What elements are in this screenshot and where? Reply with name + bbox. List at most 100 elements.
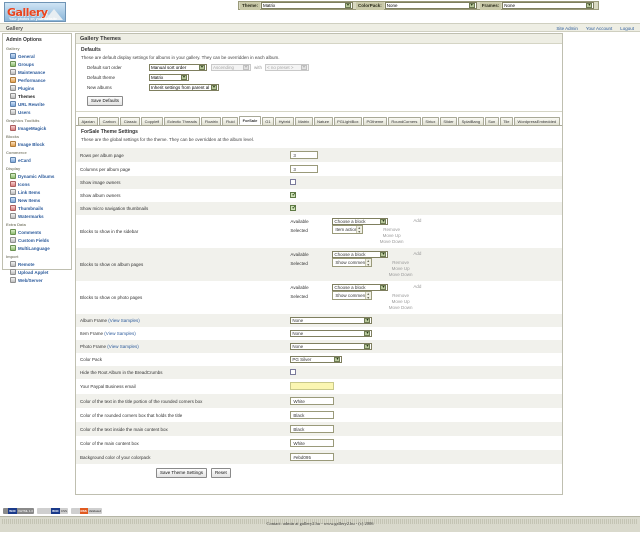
scrollbar[interactable]: ▲ ▼ bbox=[364, 292, 371, 300]
xhtml-validator-badge[interactable]: W3C XHTML 1.0 bbox=[3, 508, 34, 514]
sidebar-item-plugins[interactable]: Plugins bbox=[6, 84, 68, 92]
breadcrumb[interactable]: Gallery bbox=[6, 25, 23, 32]
tab-tile[interactable]: Tile bbox=[499, 116, 514, 125]
reset-button[interactable]: Reset bbox=[210, 468, 231, 478]
item-frame-select[interactable]: None ▼ bbox=[290, 330, 373, 337]
album-blocks-add[interactable]: Add bbox=[413, 251, 422, 256]
site-admin-link[interactable]: Site Admin bbox=[556, 25, 578, 31]
paypal-email-input[interactable] bbox=[290, 382, 335, 390]
content-box-color-input[interactable]: White bbox=[290, 439, 335, 447]
sidebar-item-web-server[interactable]: Web/Server bbox=[6, 276, 68, 284]
sidebar-item-comments[interactable]: Comments bbox=[6, 228, 68, 236]
sidebar-item-custom-fields[interactable]: Custom Fields bbox=[6, 236, 68, 244]
sidebar-item-thumbnails[interactable]: Thumbnails bbox=[6, 204, 68, 212]
theme-select[interactable]: Matrix ▼ bbox=[261, 2, 354, 9]
item-frame-samples-link[interactable]: (View Samples) bbox=[104, 331, 136, 336]
sort-direction-select[interactable]: Ascending ▼ bbox=[211, 64, 251, 71]
background-color-input[interactable]: #ebd095 bbox=[290, 453, 335, 461]
tab-fluid[interactable]: Fluid bbox=[222, 116, 239, 125]
tab-nature[interactable]: Nature bbox=[313, 116, 333, 125]
show-micro-nav-checkbox[interactable] bbox=[290, 205, 297, 212]
photo-frame-select[interactable]: None ▼ bbox=[290, 343, 373, 350]
sidebar-item-ecard[interactable]: eCard bbox=[6, 156, 68, 164]
new-albums-select[interactable]: Inherit settings from parent album ▼ bbox=[149, 84, 219, 91]
show-album-owners-checkbox[interactable] bbox=[290, 192, 297, 199]
tab-eclectic-threads[interactable]: Eclectic Threads bbox=[163, 116, 201, 125]
content-text-color-input[interactable]: Black bbox=[290, 425, 335, 433]
colorpack-select[interactable]: None ▼ bbox=[384, 2, 477, 9]
tab-carbon[interactable]: Carbon bbox=[99, 116, 120, 125]
sidebar-item-watermarks[interactable]: Watermarks bbox=[6, 212, 68, 220]
sidebar-item-general[interactable]: General bbox=[6, 52, 68, 60]
album-frame-samples-link[interactable]: (View Samples) bbox=[108, 318, 140, 323]
album-blocks-available-select[interactable]: Choose a block ▼ bbox=[332, 251, 389, 258]
sidebar-item-performance[interactable]: Performance bbox=[6, 76, 68, 84]
photo-blocks-moveup[interactable]: Move Up bbox=[391, 299, 410, 304]
tab-matrix[interactable]: Matrix bbox=[294, 116, 313, 125]
photo-blocks-add[interactable]: Add bbox=[413, 284, 422, 289]
sidebar-item-link-items[interactable]: Link Items bbox=[6, 188, 68, 196]
frames-select[interactable]: None ▼ bbox=[502, 2, 595, 9]
rss-validator-badge[interactable]: RSS Validated bbox=[71, 508, 102, 514]
sidebar-blocks-remove[interactable]: Remove bbox=[383, 227, 401, 232]
tab-forsale[interactable]: ForSale bbox=[239, 115, 261, 125]
cols-per-page-input[interactable]: 3 bbox=[290, 165, 319, 173]
album-blocks-remove[interactable]: Remove bbox=[392, 260, 410, 265]
list-item[interactable]: Item actions bbox=[335, 227, 360, 232]
default-sort-order-select[interactable]: Manual sort order ▼ bbox=[149, 64, 207, 71]
sidebar-item-icons[interactable]: Icons bbox=[6, 180, 68, 188]
sidebar-item-groups[interactable]: Groups bbox=[6, 60, 68, 68]
sidebar-item-image-block[interactable]: Image Block bbox=[6, 140, 68, 148]
hide-root-album-checkbox[interactable] bbox=[290, 369, 297, 375]
album-blocks-selected-list[interactable]: Show comments ▲ ▼ bbox=[332, 258, 372, 267]
sidebar-blocks-selected-list[interactable]: Item actions ▲ ▼ bbox=[332, 225, 363, 234]
album-blocks-moveup[interactable]: Move Up bbox=[391, 266, 410, 271]
save-theme-settings-button[interactable]: Save Theme Settings bbox=[156, 468, 207, 478]
tab-floatrix[interactable]: Floatrix bbox=[201, 116, 222, 125]
your-account-link[interactable]: Your Account bbox=[585, 25, 613, 31]
logout-link[interactable]: Logout bbox=[620, 25, 634, 31]
sidebar-blocks-add[interactable]: Add bbox=[413, 218, 422, 223]
gallery-logo[interactable]: Gallery Your photos on your website bbox=[4, 2, 66, 22]
photo-blocks-remove[interactable]: Remove bbox=[392, 293, 410, 298]
sidebar-blocks-moveup[interactable]: Move Up bbox=[382, 233, 401, 238]
tab-g1[interactable]: G1 bbox=[261, 116, 275, 125]
tab-splatbang[interactable]: SplatBang bbox=[458, 116, 484, 125]
tab-classic[interactable]: Classic bbox=[120, 116, 141, 125]
save-defaults-button[interactable]: Save Defaults bbox=[87, 96, 124, 106]
sidebar-item-users[interactable]: Users bbox=[6, 108, 68, 116]
sidebar-item-upload-applet[interactable]: Upload Applet bbox=[6, 268, 68, 276]
tab-ajaxian[interactable]: Ajaxian bbox=[78, 116, 99, 125]
tab-siriux[interactable]: Siriux bbox=[421, 116, 439, 125]
title-text-color-input[interactable]: White bbox=[290, 397, 335, 405]
tab-roundcorners[interactable]: RoundCorners bbox=[387, 116, 421, 125]
list-item[interactable]: Show comments bbox=[335, 260, 369, 265]
sidebar-item-imagemagick[interactable]: ImageMagick bbox=[6, 124, 68, 132]
sidebar-item-dynamic-albums[interactable]: Dynamic Albums bbox=[6, 172, 68, 180]
sidebar-item-multilanguage[interactable]: MultiLanguage bbox=[6, 244, 68, 252]
photo-blocks-available-select[interactable]: Choose a block ▼ bbox=[332, 284, 389, 291]
rows-per-page-input[interactable]: 3 bbox=[290, 151, 319, 159]
scrollbar[interactable]: ▲ ▼ bbox=[364, 259, 371, 267]
sidebar-item-themes[interactable]: Themes bbox=[6, 92, 68, 100]
color-pack-select[interactable]: PG Silver ▼ bbox=[290, 356, 343, 363]
sidebar-blocks-available-select[interactable]: Choose a block ▼ bbox=[332, 218, 389, 225]
scrollbar[interactable]: ▲ ▼ bbox=[355, 226, 362, 234]
sidebar-item-new-items[interactable]: New Items bbox=[6, 196, 68, 204]
sort-preset-select[interactable]: < no preset > ▼ bbox=[265, 64, 310, 71]
sidebar-blocks-movedown[interactable]: Move Down bbox=[379, 239, 404, 244]
album-frame-select[interactable]: None ▼ bbox=[290, 317, 373, 324]
sidebar-item-url-rewrite[interactable]: URL Rewrite bbox=[6, 100, 68, 108]
default-theme-select[interactable]: Matrix ▼ bbox=[149, 74, 189, 81]
photo-frame-samples-link[interactable]: (View Samples) bbox=[107, 344, 139, 349]
list-item[interactable]: Show comments bbox=[335, 293, 369, 298]
photo-blocks-selected-list[interactable]: Show comments ▲ ▼ bbox=[332, 291, 372, 300]
album-blocks-movedown[interactable]: Move Down bbox=[388, 272, 413, 277]
tab-pgtheme[interactable]: PGtheme bbox=[362, 116, 387, 125]
sidebar-item-remote[interactable]: Remote bbox=[6, 260, 68, 268]
tab-copplefi[interactable]: Copplefi bbox=[141, 116, 163, 125]
sidebar-item-maintenance[interactable]: Maintenance bbox=[6, 68, 68, 76]
tab-sun[interactable]: Sun bbox=[484, 116, 499, 125]
tab-slider[interactable]: Slider bbox=[439, 116, 458, 125]
photo-blocks-movedown[interactable]: Move Down bbox=[388, 305, 413, 310]
